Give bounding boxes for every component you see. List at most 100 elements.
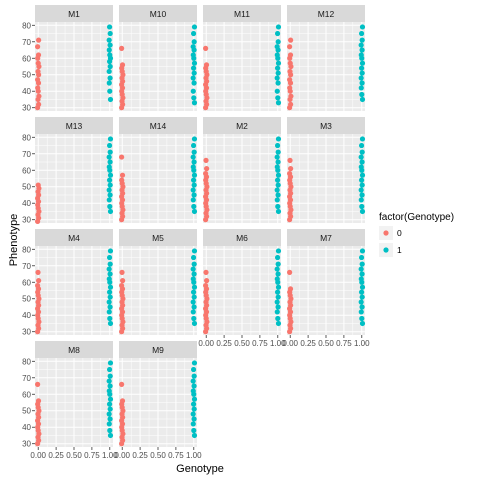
facet-panel-m12: M12 [287, 5, 366, 111]
data-point-genotype-1 [191, 271, 197, 277]
data-point-genotype-1 [358, 142, 365, 149]
x-tick-label: 1.00 [354, 339, 370, 348]
data-point-genotype-1 [274, 177, 281, 183]
data-point-genotype-1 [358, 164, 364, 170]
data-point-genotype-1 [274, 187, 280, 193]
data-point-genotype-1 [275, 172, 282, 178]
data-point-genotype-0 [287, 44, 293, 50]
data-point-genotype-1 [359, 208, 366, 215]
data-point-genotype-1 [274, 197, 280, 203]
legend-label-0: 0 [397, 228, 402, 238]
data-point-genotype-1 [358, 197, 364, 203]
y-tick-label: 70 [22, 374, 31, 383]
facet-strip [35, 341, 113, 358]
facet-panel-m5: M5 [119, 229, 198, 335]
data-point-genotype-1 [107, 192, 113, 198]
data-point-genotype-1 [106, 154, 112, 160]
data-point-genotype-1 [191, 39, 197, 45]
data-point-genotype-1 [107, 172, 114, 178]
data-point-genotype-0 [287, 269, 293, 275]
data-point-genotype-0 [35, 269, 41, 275]
data-point-genotype-1 [275, 320, 282, 327]
x-tick-label: 0.75 [252, 339, 268, 348]
x-tick-label: 0.25 [216, 339, 232, 348]
facet-strip [35, 5, 113, 22]
data-point-genotype-1 [191, 60, 198, 66]
data-point-genotype-1 [274, 289, 281, 295]
facet-panel-m9: M9 0.00 0.25 0.50 0.75 1.00 [114, 341, 202, 460]
y-tick-label: 40 [22, 311, 31, 320]
data-point-genotype-0 [35, 182, 41, 188]
x-tick-label: 0.50 [66, 451, 82, 460]
data-point-genotype-1 [274, 276, 280, 282]
data-point-genotype-0 [119, 269, 125, 275]
data-point-genotype-1 [106, 299, 112, 305]
data-point-genotype-1 [358, 187, 364, 193]
facet-strip [119, 5, 197, 22]
data-point-genotype-1 [107, 271, 113, 277]
x-tick-label: 0.50 [234, 339, 250, 348]
data-point-genotype-1 [275, 136, 282, 142]
data-point-genotype-1 [191, 24, 198, 30]
data-point-genotype-1 [275, 261, 281, 267]
y-axis-title: Phenotype [8, 214, 20, 267]
data-point-genotype-0 [287, 286, 294, 292]
x-tick-label: 0.50 [318, 339, 334, 348]
data-point-genotype-1 [358, 75, 364, 81]
y-tick-label: 30 [22, 104, 31, 113]
data-point-genotype-1 [106, 177, 113, 183]
data-point-genotype-1 [106, 401, 113, 407]
facet-panel-m3: M3 [287, 117, 366, 223]
data-point-genotype-1 [191, 360, 198, 366]
data-point-genotype-1 [107, 136, 114, 142]
data-point-genotype-1 [191, 294, 197, 300]
data-point-genotype-1 [190, 378, 196, 384]
data-point-genotype-1 [106, 68, 112, 75]
data-point-genotype-1 [191, 427, 197, 434]
data-point-genotype-1 [358, 52, 364, 58]
data-point-genotype-0 [35, 282, 41, 289]
data-point-genotype-0 [35, 44, 41, 50]
data-point-genotype-1 [107, 383, 113, 389]
x-tick-label: 0.50 [150, 451, 166, 460]
data-point-genotype-0 [36, 93, 42, 99]
data-point-genotype-0 [35, 60, 41, 66]
data-point-genotype-1 [190, 266, 196, 272]
data-point-genotype-1 [107, 261, 113, 267]
data-point-genotype-1 [359, 172, 366, 178]
data-point-genotype-1 [191, 208, 198, 215]
data-point-genotype-1 [107, 159, 113, 165]
data-point-genotype-1 [359, 60, 366, 66]
data-point-genotype-0 [120, 278, 126, 284]
data-point-genotype-1 [106, 388, 112, 394]
data-point-genotype-1 [106, 421, 112, 427]
legend-label-1: 1 [397, 245, 402, 255]
data-point-genotype-0 [119, 172, 126, 178]
data-point-genotype-1 [107, 88, 113, 94]
data-point-genotype-1 [190, 254, 197, 261]
data-point-genotype-0 [35, 381, 41, 387]
data-point-genotype-0 [203, 170, 209, 177]
data-point-genotype-1 [107, 284, 114, 290]
data-point-genotype-1 [359, 149, 365, 155]
facet-panel-m14: M14 [119, 117, 198, 223]
data-point-genotype-1 [107, 406, 113, 412]
data-point-genotype-1 [190, 88, 196, 94]
data-point-genotype-0 [35, 77, 41, 83]
data-point-genotype-1 [191, 315, 197, 322]
facet-strip [119, 229, 197, 246]
facet-panel-m1: M1 30 40 50 60 70 80 [22, 5, 114, 113]
x-tick-label: 0.25 [300, 339, 316, 348]
data-point-genotype-1 [359, 37, 365, 43]
data-point-genotype-1 [190, 197, 196, 203]
y-tick-label: 40 [22, 199, 31, 208]
facet-strip-label: M14 [150, 121, 167, 131]
data-point-genotype-1 [107, 248, 114, 254]
data-point-genotype-1 [359, 182, 365, 188]
facet-panel-m13: M13 30 40 50 60 70 80 [22, 117, 114, 225]
y-tick-label: 80 [22, 357, 31, 366]
y-tick-label: 50 [22, 71, 31, 80]
data-point-genotype-1 [190, 366, 197, 373]
data-point-genotype-1 [107, 96, 114, 103]
